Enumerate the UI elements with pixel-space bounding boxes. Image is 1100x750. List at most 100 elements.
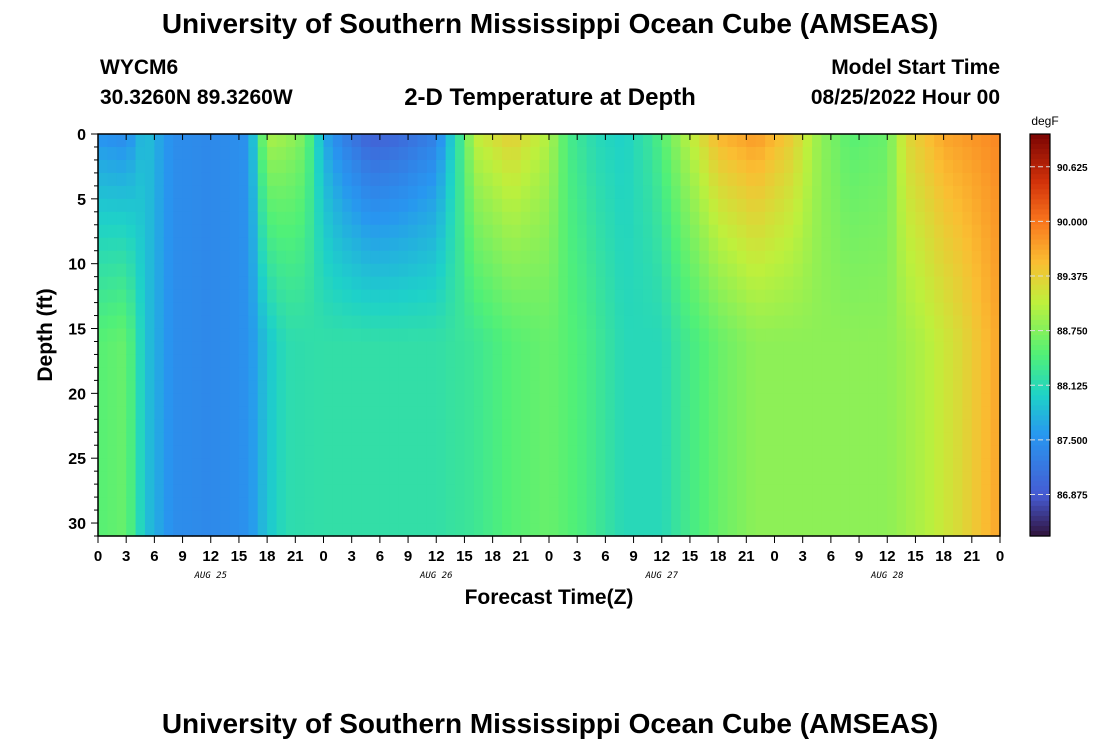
heatmap-cell	[586, 419, 597, 433]
heatmap-cell	[830, 497, 841, 511]
heatmap-cell	[567, 354, 578, 369]
heatmap-cell	[614, 224, 625, 239]
heatmap-cell	[361, 419, 372, 433]
heatmap-cell	[257, 315, 268, 330]
heatmap-cell	[990, 471, 1001, 485]
heatmap-cell	[144, 432, 155, 446]
heatmap-cell	[107, 302, 118, 317]
heatmap-cell	[398, 523, 409, 537]
heatmap-cell	[727, 419, 738, 433]
heatmap-cell	[859, 367, 870, 381]
heatmap-cell	[840, 484, 851, 498]
heatmap-cell	[727, 250, 738, 265]
heatmap-cell	[107, 419, 118, 433]
heatmap-cell	[924, 159, 935, 174]
heatmap-cell	[906, 146, 917, 161]
heatmap-cell	[417, 263, 428, 278]
heatmap-cell	[483, 159, 494, 174]
heatmap-cell	[633, 198, 644, 213]
heatmap-cell	[549, 198, 559, 213]
heatmap-cell	[257, 146, 268, 161]
heatmap-cell	[351, 354, 362, 369]
heatmap-cell	[492, 159, 503, 174]
heatmap-cell	[98, 419, 108, 433]
heatmap-cell	[98, 445, 108, 459]
heatmap-cell	[389, 523, 400, 537]
heatmap-cell	[502, 250, 513, 265]
heatmap-cell	[586, 380, 597, 394]
heatmap-cell	[943, 263, 954, 278]
heatmap-cell	[549, 445, 559, 459]
x-tick-label: 6	[150, 548, 158, 565]
heatmap-cell	[699, 523, 710, 537]
heatmap-cell	[868, 237, 879, 252]
heatmap-cell	[248, 159, 259, 174]
heatmap-cell	[426, 185, 437, 200]
heatmap-cell	[332, 328, 343, 343]
heatmap-cell	[107, 198, 118, 213]
heatmap-cell	[896, 341, 907, 356]
heatmap-cell	[774, 497, 785, 511]
heatmap-cell	[436, 432, 447, 446]
heatmap-cell	[934, 406, 945, 420]
heatmap-cell	[370, 523, 381, 537]
heatmap-cell	[755, 432, 766, 446]
heatmap-cell	[229, 380, 240, 394]
heatmap-cell	[220, 380, 231, 394]
heatmap-cell	[220, 159, 231, 174]
heatmap-cell	[173, 445, 184, 459]
heatmap-cell	[502, 146, 513, 161]
heatmap-cell	[445, 341, 456, 356]
heatmap-cell	[351, 419, 362, 433]
heatmap-cell	[163, 484, 174, 498]
y-tick-label: 25	[68, 451, 86, 468]
heatmap-cell	[614, 445, 625, 459]
heatmap-cell	[107, 185, 118, 200]
heatmap-cell	[314, 185, 325, 200]
heatmap-cell	[98, 380, 108, 394]
heatmap-cell	[361, 367, 372, 381]
heatmap-cell	[934, 263, 945, 278]
heatmap-cell	[633, 172, 644, 187]
heatmap-cell	[379, 497, 390, 511]
heatmap-cell	[755, 211, 766, 226]
heatmap-cell	[126, 419, 137, 433]
heatmap-cell	[586, 159, 597, 174]
heatmap-cell	[680, 263, 691, 278]
heatmap-cell	[511, 289, 522, 304]
heatmap-cell	[323, 523, 334, 537]
heatmap-cell	[445, 393, 456, 407]
heatmap-cell	[849, 276, 860, 291]
heatmap-cell	[567, 172, 578, 187]
heatmap-cell	[530, 146, 541, 161]
heatmap-cell	[445, 406, 456, 420]
heatmap-cell	[774, 211, 785, 226]
heatmap-cell	[323, 302, 334, 317]
heatmap-cell	[877, 146, 888, 161]
heatmap-cell	[107, 237, 118, 252]
heatmap-cell	[502, 328, 513, 343]
heatmap-cell	[689, 471, 700, 485]
heatmap-cell	[671, 198, 682, 213]
heatmap-cell	[163, 367, 174, 381]
heatmap-cell	[802, 134, 813, 148]
heatmap-cell	[586, 237, 597, 252]
heatmap-cell	[342, 445, 353, 459]
heatmap-cell	[229, 458, 240, 472]
heatmap-cell	[962, 510, 973, 524]
heatmap-cell	[379, 367, 390, 381]
heatmap-cell	[285, 263, 296, 278]
heatmap-cell	[680, 315, 691, 330]
heatmap-cell	[887, 134, 898, 148]
heatmap-cell	[154, 380, 165, 394]
heatmap-cell	[642, 484, 653, 498]
heatmap-cell	[887, 523, 898, 537]
heatmap-cell	[812, 211, 823, 226]
heatmap-cell	[520, 315, 531, 330]
heatmap-cell	[107, 367, 118, 381]
heatmap-cell	[182, 198, 193, 213]
heatmap-cell	[689, 185, 700, 200]
heatmap-cell	[558, 354, 569, 369]
heatmap-cell	[887, 497, 898, 511]
heatmap-cell	[783, 380, 794, 394]
